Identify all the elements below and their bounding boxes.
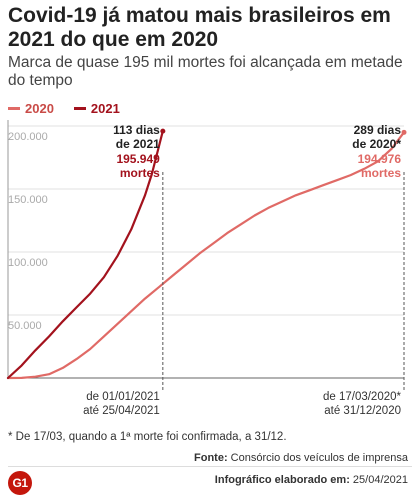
source-text: Consórcio dos veículos de imprensa <box>227 452 408 464</box>
y-tick-label-2: 150.000 <box>8 194 48 206</box>
annotation-2021-unit: mortes <box>120 166 160 180</box>
series-line-2020 <box>6 131 406 380</box>
endpoint-2021 <box>160 128 166 134</box>
range-2021-end: até 25/04/2021 <box>83 405 160 417</box>
annotation-2020-unit: mortes <box>361 166 401 180</box>
legend-swatch-2021 <box>73 106 86 110</box>
g1-logo: G1 <box>8 471 32 495</box>
annotation-2021-period: de 2021 <box>116 137 160 151</box>
annotation-2021-days: 113 dias <box>113 123 160 137</box>
y-tick-label-3: 200.000 <box>8 131 48 143</box>
legend-item-2020: 2020 <box>8 101 54 116</box>
series-line-2021 <box>6 130 164 380</box>
chart-title: Covid-19 já matou mais brasileiros em 20… <box>8 4 391 51</box>
endpoint-2020 <box>401 129 407 135</box>
source-label: Fonte: <box>194 452 228 464</box>
annotation-2020-days: 289 dias <box>354 123 402 137</box>
range-2020-end: até 31/12/2020 <box>324 405 401 417</box>
y-tick-label-1: 100.000 <box>8 257 48 269</box>
range-2021-start: de 01/01/2021 <box>86 391 160 403</box>
source-note: Fonte: Consórcio dos veículos de imprens… <box>194 452 408 464</box>
credit-text: 25/04/2021 <box>349 474 408 486</box>
chart-subtitle: Marca de quase 195 mil mortes foi alcanç… <box>8 54 403 89</box>
legend: 2020 2021 <box>8 100 140 116</box>
annotation-2021-value: 195.949 <box>116 152 160 166</box>
legend-label-2021: 2021 <box>90 100 120 116</box>
legend-item-2021: 2021 <box>73 100 120 116</box>
credit-label: Infográfico elaborado em: <box>214 474 350 486</box>
annotation-2020-period: de 2020* <box>352 137 401 151</box>
range-2020-start: de 17/03/2020* <box>323 391 402 403</box>
annotation-2020-value: 194.976 <box>358 152 402 166</box>
footnote: * De 17/03, quando a 1ª morte foi confir… <box>8 431 287 443</box>
legend-label-2020: 2020 <box>25 100 54 116</box>
legend-swatch-2020 <box>8 106 20 110</box>
footer-divider <box>8 466 412 467</box>
y-tick-label-0: 50.000 <box>8 320 42 332</box>
credit-note: Infográfico elaborado em: 25/04/2021 <box>215 474 408 486</box>
